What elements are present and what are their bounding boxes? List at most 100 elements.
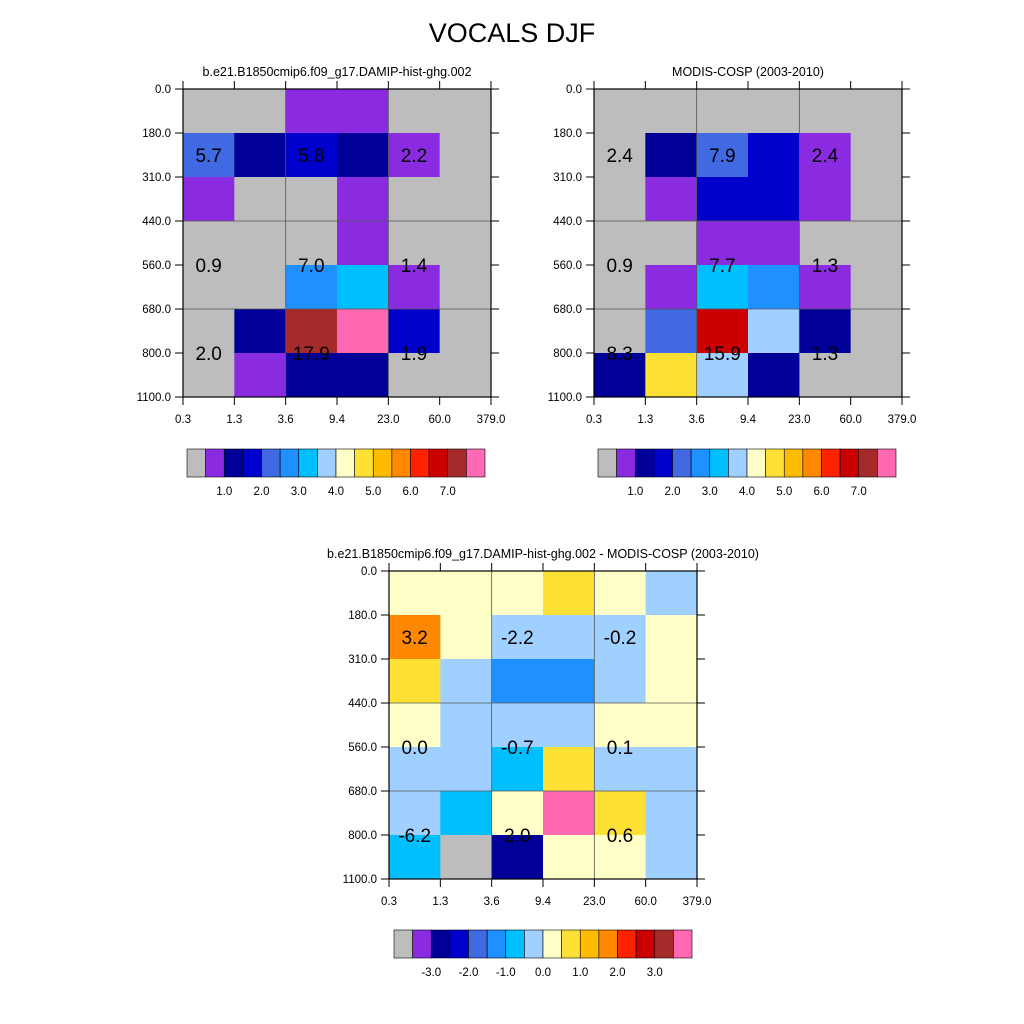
heatmap-cell xyxy=(645,571,698,616)
heatmap-cell xyxy=(645,265,698,310)
x-tick-label: 60.0 xyxy=(634,896,656,908)
x-tick-label: 3.6 xyxy=(278,414,294,426)
heatmap-cell xyxy=(748,265,800,310)
heatmap-cell xyxy=(388,221,441,266)
heatmap-cell xyxy=(337,89,389,134)
colorbar-label: 1.0 xyxy=(627,486,643,498)
colorbar-label: 3.0 xyxy=(702,486,718,498)
heatmap-cell xyxy=(183,177,235,222)
cell-annotation: 5.7 xyxy=(195,146,221,167)
y-tick-label: 560.0 xyxy=(348,742,377,754)
heatmap-cell xyxy=(645,89,698,134)
heatmap-cell xyxy=(748,89,800,134)
y-tick-label: 0.0 xyxy=(361,566,377,578)
colorbar-swatch xyxy=(877,448,897,478)
colorbar-swatch xyxy=(524,929,544,959)
colorbar: 1.0 2.0 3.0 4.0 5.0 6.0 7.0 xyxy=(597,448,897,498)
heatmap-cell xyxy=(285,221,338,266)
heatmap-cell xyxy=(543,703,595,748)
heatmap-cell xyxy=(439,133,492,178)
heatmap-cell xyxy=(440,791,493,836)
colorbar-swatch xyxy=(205,448,225,478)
heatmap-cell xyxy=(439,221,492,266)
heatmap-cell xyxy=(389,659,441,704)
x-tick-label: 3.6 xyxy=(484,896,500,908)
heatmap-cell xyxy=(543,571,595,616)
colorbar-swatch xyxy=(598,929,618,959)
x-tick-label: 379.0 xyxy=(888,414,917,426)
colorbar-swatch xyxy=(635,929,656,959)
heatmap-cell xyxy=(491,835,544,880)
heatmap-cell xyxy=(439,309,492,354)
heatmap-cell xyxy=(439,89,492,134)
heatmap-cell xyxy=(388,309,441,354)
colorbar-label: -3.0 xyxy=(421,967,441,979)
colorbar-swatch xyxy=(261,448,281,478)
colorbar-swatch xyxy=(783,448,804,478)
colorbar-swatch xyxy=(654,929,674,959)
cell-annotation: -6.2 xyxy=(398,826,431,847)
colorbar-swatch xyxy=(542,929,562,959)
heatmap-cell xyxy=(491,791,544,836)
colorbar-label: 7.0 xyxy=(440,486,456,498)
heatmap-cell xyxy=(440,747,493,792)
colorbar-swatch xyxy=(449,929,469,959)
heatmap-cell xyxy=(594,659,647,704)
x-tick-label: 60.0 xyxy=(428,414,450,426)
x-tick-label: 379.0 xyxy=(683,896,712,908)
heatmap-cell xyxy=(389,571,441,616)
colorbar-swatch xyxy=(634,448,655,478)
cell-annotation: 0.9 xyxy=(606,256,632,277)
colorbar-label: 2.0 xyxy=(254,486,270,498)
colorbar-swatch xyxy=(428,448,449,478)
cell-annotation: 2.0 xyxy=(504,826,530,847)
heatmap-cell xyxy=(799,309,852,354)
heatmap-cell xyxy=(696,133,749,178)
colorbar-swatch xyxy=(673,929,693,959)
heatmap-cell xyxy=(594,265,646,310)
panel-title: b.e21.B1850cmip6.f09_g17.DAMIP-hist-ghg.… xyxy=(327,547,759,561)
heatmap-cell xyxy=(491,571,544,616)
x-tick-label: 1.3 xyxy=(432,896,448,908)
y-tick-label: 560.0 xyxy=(553,260,582,272)
y-tick-label: 310.0 xyxy=(142,172,171,184)
cell-annotation: 8.3 xyxy=(606,344,632,365)
heatmap-cell xyxy=(439,177,492,222)
heatmap-cell xyxy=(696,177,749,222)
heatmap-cell xyxy=(183,221,235,266)
colorbar-swatch xyxy=(597,448,617,478)
heatmap-cell xyxy=(696,221,749,266)
colorbar-swatch xyxy=(672,448,692,478)
heatmap-cell xyxy=(799,221,852,266)
heatmap-cell xyxy=(234,177,287,222)
heatmap-cell xyxy=(285,177,338,222)
cell-annotation: -2.2 xyxy=(501,628,534,649)
colorbar-swatch xyxy=(505,929,525,959)
heatmap-cell xyxy=(285,353,338,398)
colorbar-swatch xyxy=(430,929,451,959)
heatmap-cell xyxy=(696,309,749,354)
cell-annotation: 1.4 xyxy=(401,256,428,277)
heatmap-cell xyxy=(594,309,646,354)
heatmap-cell xyxy=(234,133,287,178)
heatmap-cell xyxy=(388,353,441,398)
colorbar-label: 2.0 xyxy=(665,486,681,498)
heatmap-cell xyxy=(543,791,595,836)
heatmap-cell xyxy=(645,703,698,748)
x-tick-label: 23.0 xyxy=(788,414,810,426)
heatmap-cell xyxy=(491,703,544,748)
cell-annotation: 15.9 xyxy=(704,344,741,365)
x-tick-label: 9.4 xyxy=(329,414,346,426)
heatmap-cell xyxy=(285,133,338,178)
colorbar-label: -1.0 xyxy=(496,967,516,979)
colorbar-swatch xyxy=(335,448,355,478)
colorbar-swatch xyxy=(372,448,393,478)
colorbar: 1.0 2.0 3.0 4.0 5.0 6.0 7.0 xyxy=(186,448,486,498)
cell-annotation: 1.3 xyxy=(812,344,838,365)
y-tick-label: 800.0 xyxy=(348,830,377,842)
heatmap-cell xyxy=(388,265,441,310)
x-tick-label: 0.3 xyxy=(586,414,602,426)
y-tick-label: 680.0 xyxy=(553,304,582,316)
heatmap-cell xyxy=(748,309,800,354)
x-tick-label: 0.3 xyxy=(381,896,397,908)
